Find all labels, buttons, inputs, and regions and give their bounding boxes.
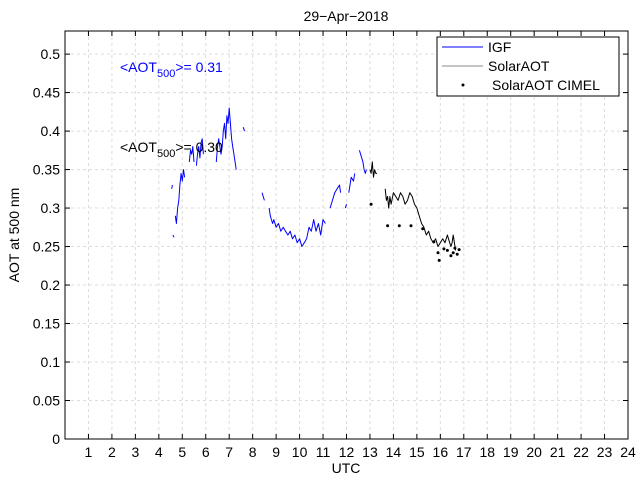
x-tick-label: 20 [526, 444, 542, 460]
x-tick-label: 14 [386, 444, 402, 460]
series-line-igf [329, 184, 342, 209]
x-tick-label: 10 [292, 444, 308, 460]
series-point-solaraot-cimel [451, 251, 455, 255]
y-tick-label: 0.1 [41, 354, 61, 370]
legend-swatch-solaraot-cimel [461, 83, 465, 87]
annotation-igf-subscript: 500 [157, 68, 175, 80]
series-point-solaraot-cimel [409, 224, 413, 228]
y-tick-label: 0.05 [33, 393, 60, 409]
x-tick-label: 2 [108, 444, 116, 460]
legend-label-solaraot-cimel: SolarAOT CIMEL [492, 77, 600, 93]
x-tick-label: 11 [316, 444, 331, 460]
series-point-solaraot-cimel [386, 224, 390, 228]
x-tick-label: 4 [155, 444, 163, 460]
y-tick-label: 0.3 [41, 200, 61, 216]
series-point-solaraot-cimel [421, 227, 425, 231]
series-point-solaraot-cimel [436, 251, 440, 255]
x-tick-label: 24 [620, 444, 636, 460]
legend-label-igf: IGF [488, 39, 511, 55]
x-tick-label: 23 [597, 444, 613, 460]
series-line-solaraot [384, 188, 457, 251]
y-axis-ticks: 0 0.05 0.1 0.15 0.2 0.25 0.3 0.35 0.4 0.45 0.5 [33, 46, 628, 447]
x-tick-label: 7 [225, 444, 233, 460]
y-tick-label: 0.45 [33, 85, 60, 101]
series-line-igf [188, 146, 195, 162]
annotation-igf-prefix: <AOT [120, 59, 157, 75]
series-point-solaraot-cimel [432, 240, 436, 244]
series-line-igf [195, 138, 204, 166]
series-point-solaraot-cimel [369, 202, 373, 206]
y-tick-label: 0 [52, 431, 60, 447]
series-point-solaraot-cimel [437, 258, 441, 262]
series-point-solaraot-cimel [442, 247, 446, 251]
x-axis-label: UTC [332, 460, 361, 476]
x-axis-ticks: 1 2 3 4 5 6 7 8 9 10 11 12 13 14 15 16 17 18 19 20 21 22 23 24 [85, 31, 636, 460]
legend: IGF SolarAOT SolarAOT CIMEL [436, 36, 620, 97]
x-tick-label: 1 [85, 444, 93, 460]
x-tick-label: 6 [202, 444, 210, 460]
y-tick-label: 0.15 [33, 316, 60, 332]
annotation-solaraot-subscript: 500 [157, 148, 175, 160]
series-line-igf [171, 184, 173, 189]
y-tick-label: 0.5 [41, 46, 61, 62]
series-line-solaraot [369, 161, 377, 178]
series-point-solaraot-cimel [449, 254, 453, 258]
x-tick-label: 19 [503, 444, 519, 460]
series-line-igf [268, 208, 326, 247]
y-tick-label: 0.25 [33, 239, 60, 255]
y-tick-label: 0.35 [33, 162, 60, 178]
x-tick-label: 8 [249, 444, 257, 460]
series-line-igf [261, 192, 265, 201]
grid [65, 31, 629, 440]
x-tick-label: 17 [456, 444, 472, 460]
y-tick-label: 0.2 [41, 277, 61, 293]
x-tick-label: 12 [339, 444, 355, 460]
x-tick-label: 3 [131, 444, 139, 460]
x-tick-label: 16 [433, 444, 449, 460]
series-line-igf [172, 234, 175, 238]
series-layer [171, 107, 461, 262]
series-line-igf [344, 204, 347, 209]
annotation-igf-mean: <AOT500>= 0.31 [120, 59, 223, 80]
annotation-solaraot-mean: <AOT500>= 0.30 [120, 139, 223, 160]
x-tick-label: 22 [573, 444, 589, 460]
series-point-solaraot-cimel [453, 246, 457, 250]
series-point-solaraot-cimel [397, 224, 401, 228]
x-tick-label: 21 [550, 444, 566, 460]
y-axis-label: AOT at 500 nm [6, 188, 22, 283]
annotation-solaraot-prefix: <AOT [120, 139, 157, 155]
series-line-igf [348, 173, 356, 193]
series-line-igf [174, 169, 186, 224]
x-tick-label: 9 [272, 444, 280, 460]
x-tick-label: 15 [409, 444, 425, 460]
series-line-igf [358, 150, 367, 174]
series-line-igf [242, 127, 245, 132]
series-line-igf [215, 107, 237, 170]
y-tick-label: 0.4 [41, 123, 61, 139]
annotation-igf-suffix: >= 0.31 [175, 59, 223, 75]
series-point-solaraot-cimel [455, 252, 459, 256]
annotation-solaraot-suffix: >= 0.30 [175, 139, 223, 155]
series-point-solaraot-cimel [445, 248, 449, 252]
x-tick-label: 5 [178, 444, 186, 460]
x-tick-label: 18 [479, 444, 495, 460]
x-tick-label: 13 [362, 444, 378, 460]
chart-title: 29−Apr−2018 [304, 8, 389, 24]
series-point-solaraot-cimel [457, 248, 461, 252]
legend-label-solaraot: SolarAOT [488, 58, 550, 74]
